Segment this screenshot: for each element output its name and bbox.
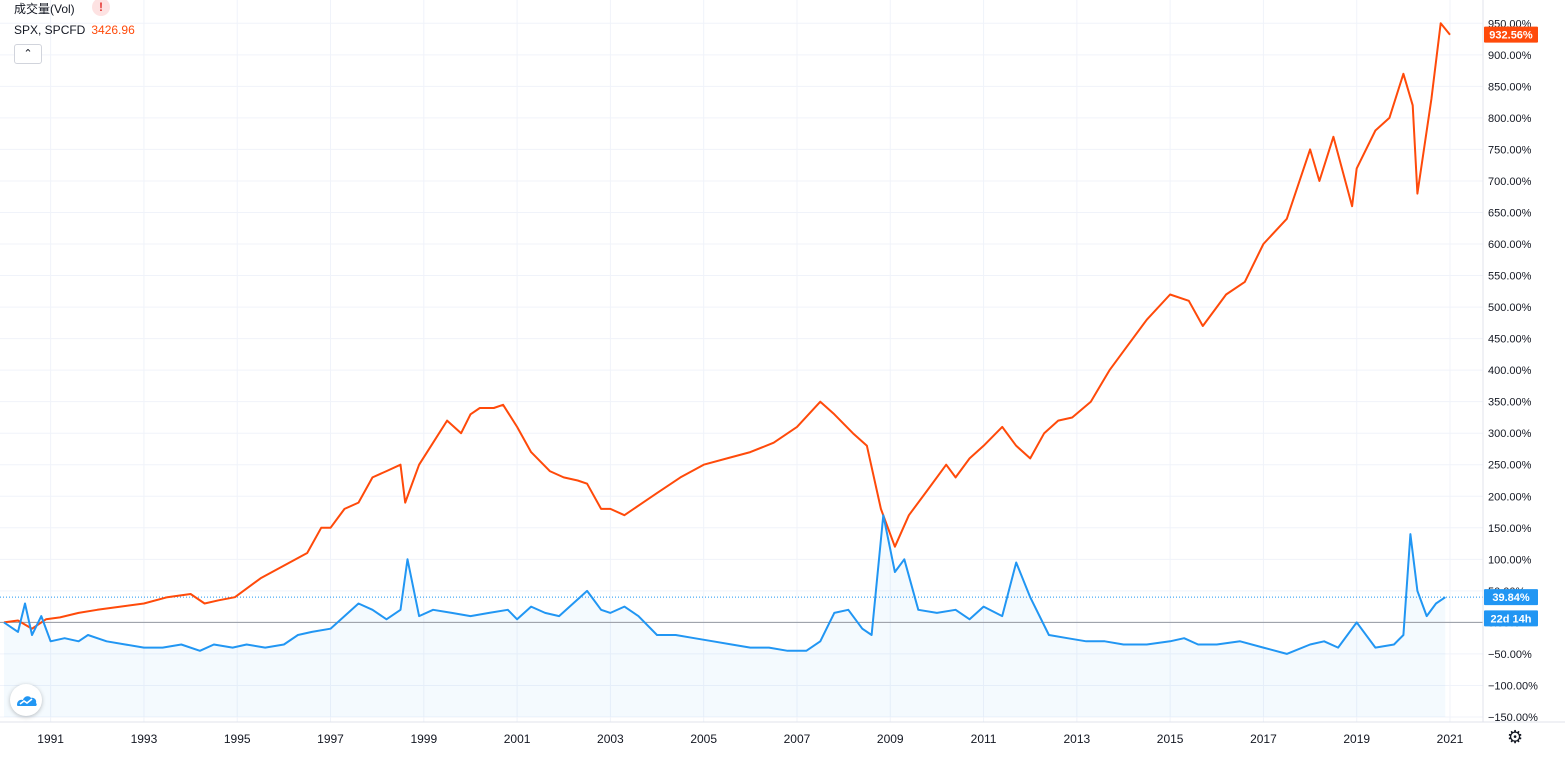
x-tick-label: 1997	[317, 732, 344, 746]
cloud-logo-icon	[17, 696, 37, 706]
y-tick-label: 500.00%	[1488, 302, 1532, 314]
y-tick-label: 900.00%	[1488, 50, 1532, 62]
y-tick-label: −100.00%	[1488, 680, 1538, 692]
x-tick-label: 2013	[1063, 732, 1090, 746]
spx-last-value-badge-bg	[1484, 26, 1538, 43]
y-tick-label: 200.00%	[1488, 491, 1532, 503]
x-tick-label: 2011	[971, 732, 997, 746]
symbol-name: SPX, SPCFD	[14, 23, 86, 37]
x-tick-label: 2003	[597, 732, 624, 746]
countdown-badge-bg	[1484, 610, 1538, 627]
y-tick-label: −50.00%	[1488, 649, 1532, 661]
x-tick-label: 2001	[504, 732, 531, 746]
y-tick-label: 750.00%	[1488, 144, 1532, 156]
y-tick-label: −150.00%	[1488, 712, 1538, 724]
time-axis[interactable]: 1991 1993 1995 1997 1999 2001 2003 2005 2007 2009…	[37, 732, 1463, 746]
x-tick-label: 2019	[1343, 732, 1370, 746]
y-tick-label: 850.00%	[1488, 81, 1532, 93]
collapse-legend-button[interactable]: ⌃	[14, 44, 42, 64]
y-tick-label: 450.00%	[1488, 334, 1532, 346]
spx-series-line	[3, 22, 1451, 630]
y-tick-label: 700.00%	[1488, 176, 1532, 188]
secondary-last-value-badge-bg	[1484, 589, 1538, 606]
warning-glyph: !	[99, 0, 103, 14]
y-tick-label: 600.00%	[1488, 239, 1532, 251]
x-tick-label: 2007	[784, 732, 811, 746]
x-tick-label: 2009	[877, 732, 904, 746]
y-tick-label: 300.00%	[1488, 428, 1532, 440]
x-tick-label: 1991	[37, 732, 64, 746]
volume-legend[interactable]: 成交量(Vol)	[14, 0, 75, 17]
symbol-legend[interactable]: SPX, SPCFD 3426.96	[14, 23, 135, 37]
x-tick-label: 1993	[131, 732, 158, 746]
chevron-up-icon: ⌃	[23, 48, 33, 60]
y-tick-label: 250.00%	[1488, 460, 1532, 472]
countdown-badge-text: 22d 14h	[1491, 613, 1532, 625]
y-tick-label: 100.00%	[1488, 554, 1532, 566]
secondary-last-value-badge-text: 39.84%	[1492, 592, 1530, 604]
secondary-area-fill	[4, 515, 1446, 717]
y-tick-label: 400.00%	[1488, 365, 1532, 377]
secondary-series-line	[3, 514, 1446, 655]
y-tick-label: 800.00%	[1488, 113, 1532, 125]
x-tick-label: 1995	[224, 732, 251, 746]
y-tick-label: 650.00%	[1488, 207, 1532, 219]
x-tick-label: 2021	[1437, 732, 1464, 746]
x-tick-label: 2005	[690, 732, 717, 746]
symbol-value: 3426.96	[91, 23, 135, 37]
axis-badges: 932.56% 39.84% 22d 14h	[1484, 26, 1538, 627]
settings-glyph: ⚙	[1507, 727, 1524, 747]
tradingview-logo[interactable]	[10, 684, 42, 716]
exclamation-icon[interactable]: !	[92, 0, 110, 16]
x-tick-label: 1999	[410, 732, 437, 746]
x-tick-label: 2015	[1157, 732, 1184, 746]
grid-lines	[0, 0, 1483, 722]
y-tick-label: 150.00%	[1488, 523, 1532, 535]
y-tick-label: 350.00%	[1488, 397, 1532, 409]
gear-icon[interactable]: ⚙	[1507, 728, 1523, 746]
spx-last-value-badge-text: 932.56%	[1489, 30, 1533, 42]
x-tick-label: 2017	[1250, 732, 1277, 746]
volume-label: 成交量(Vol)	[14, 2, 75, 16]
y-tick-label: 550.00%	[1488, 271, 1532, 283]
